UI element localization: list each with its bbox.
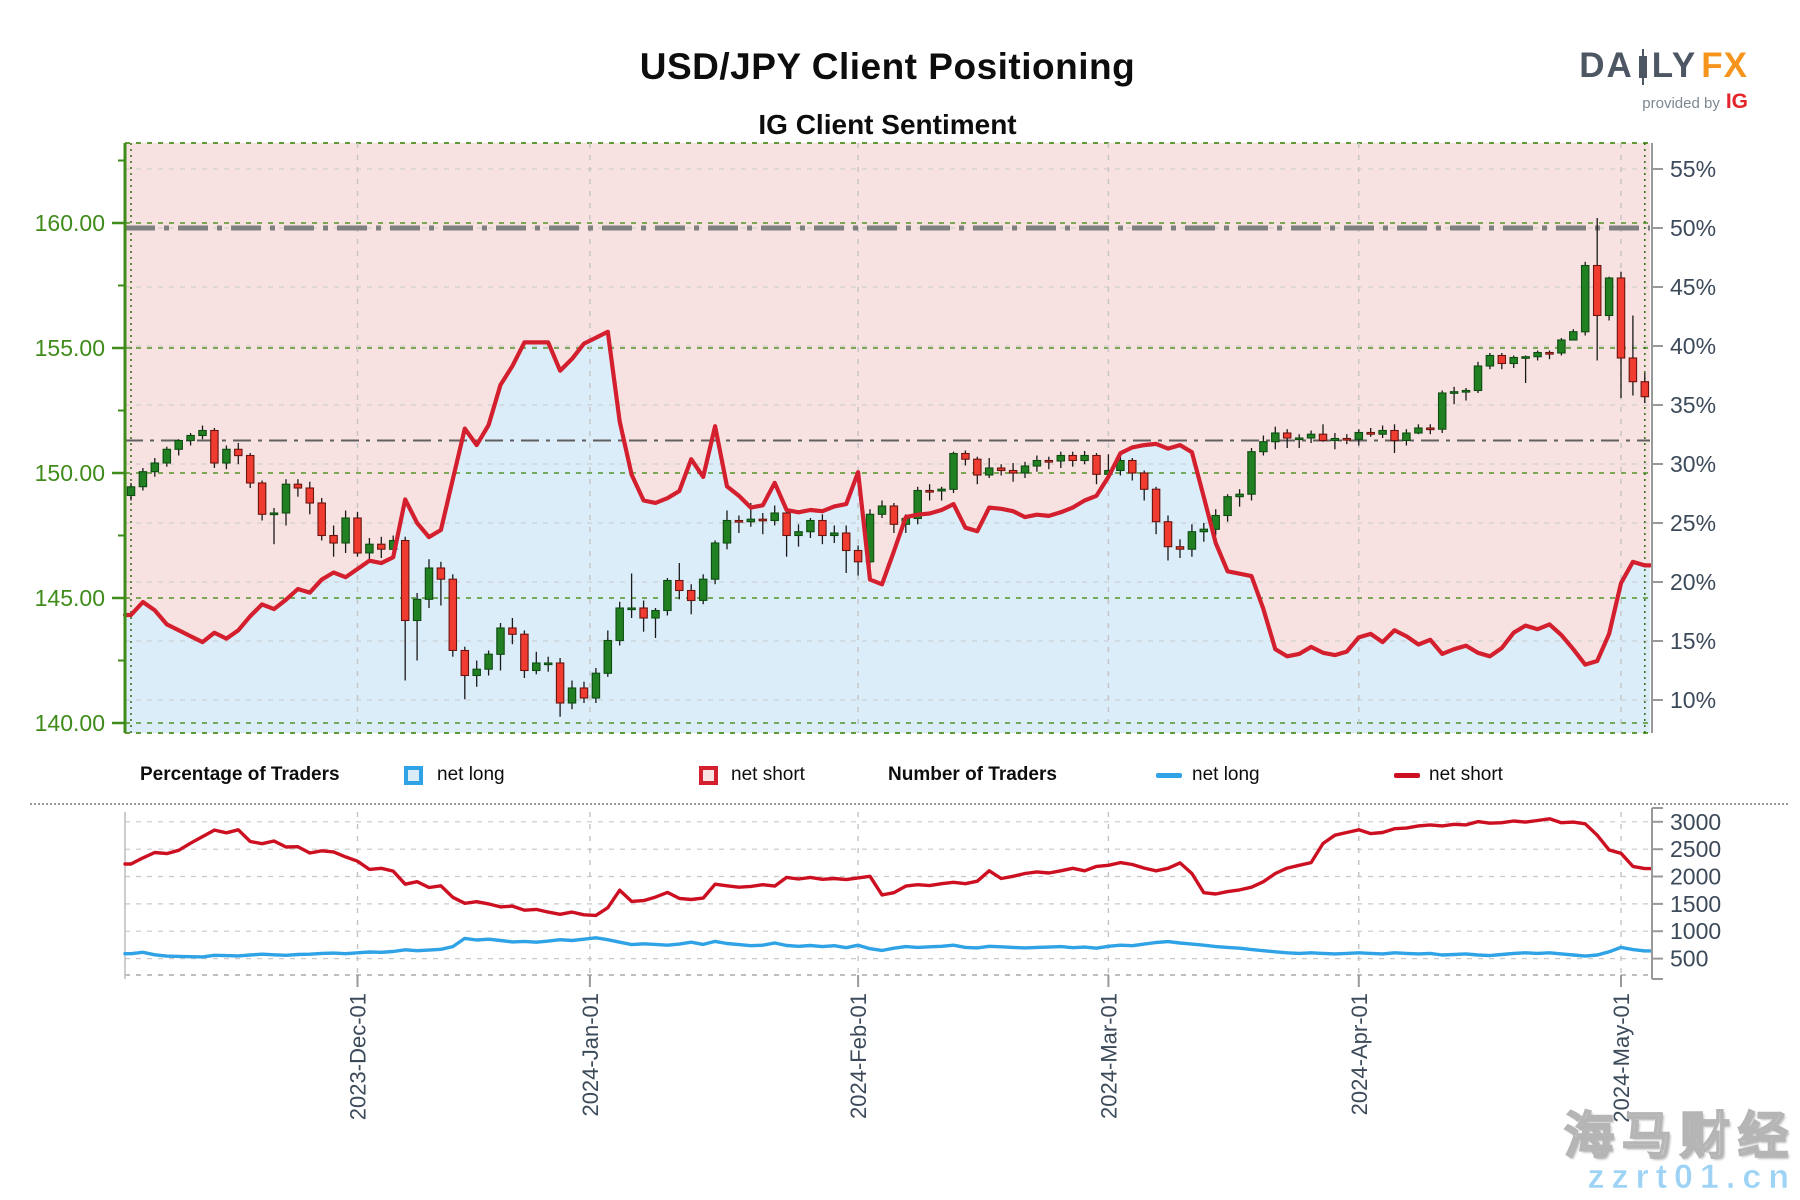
legend-pct-net-long: net long <box>437 764 505 785</box>
svg-text:25%: 25% <box>1670 510 1716 536</box>
traders-net-long-line <box>123 936 1652 959</box>
ig-logo: IG <box>1725 90 1748 113</box>
svg-text:30%: 30% <box>1670 451 1716 477</box>
traders-net-short-line <box>123 817 1652 918</box>
page-title: USD/JPY Client Positioning <box>639 46 1136 87</box>
svg-text:20%: 20% <box>1670 569 1716 595</box>
svg-text:55%: 55% <box>1670 156 1716 182</box>
candlestick-icon <box>1638 49 1647 85</box>
right-percent-axis: 10% 15% 20% 25% 30% 35% 40% 45% 50% 55% <box>1651 143 1716 733</box>
svg-text:3000: 3000 <box>1670 809 1721 835</box>
svg-text:145.00: 145.00 <box>35 585 105 611</box>
svg-text:2024-Feb-01: 2024-Feb-01 <box>846 993 871 1119</box>
svg-text:500: 500 <box>1670 946 1708 972</box>
svg-text:2500: 2500 <box>1670 836 1721 862</box>
svg-text:2000: 2000 <box>1670 864 1721 890</box>
logo-text-left: DA <box>1579 46 1634 85</box>
svg-text:155.00: 155.00 <box>35 335 105 361</box>
legend-num-net-long: net long <box>1192 764 1260 785</box>
svg-text:40%: 40% <box>1670 333 1716 359</box>
svg-text:1500: 1500 <box>1670 891 1721 917</box>
logo-fx: FX <box>1701 46 1748 85</box>
svg-text:2024-Mar-01: 2024-Mar-01 <box>1096 993 1121 1119</box>
main-chart: 140.00 145.00 150.00 155.00 160.00 10% 15% 20% 2… <box>35 142 1716 736</box>
x-axis-labels: 2023-Dec-01 2024-Jan-01 2024-Feb-01 2024-Ma… <box>346 975 1634 1123</box>
svg-text:10%: 10% <box>1670 687 1716 713</box>
svg-text:2024-Apr-01: 2024-Apr-01 <box>1347 993 1372 1115</box>
svg-text:50%: 50% <box>1670 215 1716 241</box>
net-short-swatch-icon <box>699 766 718 785</box>
svg-text:160.00: 160.00 <box>35 210 105 236</box>
legend-num-net-short: net short <box>1429 764 1503 785</box>
candlestick-series <box>126 218 1650 717</box>
svg-text:2023-Dec-01: 2023-Dec-01 <box>346 993 371 1120</box>
left-price-axis: 140.00 145.00 150.00 155.00 160.00 <box>35 143 127 736</box>
sentiment-line <box>122 329 1653 667</box>
net-long-swatch-icon <box>404 766 423 785</box>
legend-pct-net-short: net short <box>731 764 805 785</box>
watermark-cn: 海马财经 <box>1563 1107 1796 1165</box>
logo-text-right: LY <box>1651 46 1698 85</box>
svg-text:2024-Jan-01: 2024-Jan-01 <box>578 993 603 1117</box>
net-short-line-icon <box>1394 773 1420 778</box>
svg-text:140.00: 140.00 <box>35 710 105 736</box>
provided-by-text: provided by <box>1642 95 1720 112</box>
svg-text:45%: 45% <box>1670 274 1716 300</box>
dailyfx-logo: DA LY FX provided by IG <box>1548 48 1748 112</box>
svg-text:150.00: 150.00 <box>35 460 105 486</box>
svg-text:35%: 35% <box>1670 392 1716 418</box>
legend-number-title: Number of Traders <box>888 764 1057 785</box>
svg-text:15%: 15% <box>1670 628 1716 654</box>
svg-text:2024-May-01: 2024-May-01 <box>1609 993 1634 1123</box>
chart-subtitle: IG Client Sentiment <box>758 109 1017 140</box>
provided-by: provided by IG <box>1548 91 1748 112</box>
net-short-area <box>125 143 1650 665</box>
net-long-line-icon <box>1156 773 1182 778</box>
legend-separator <box>30 803 1788 805</box>
legend-percentage-title: Percentage of Traders <box>140 764 340 785</box>
svg-text:1000: 1000 <box>1670 918 1721 944</box>
watermark-url: zzrt01.cn <box>1587 1158 1796 1197</box>
